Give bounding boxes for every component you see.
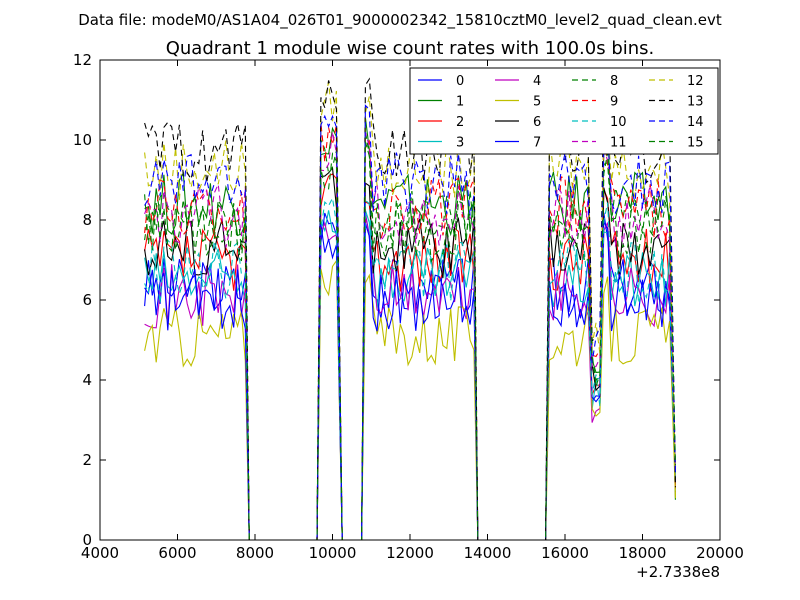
chart-suptitle: Data file: modeM0/AS1A04_026T01_90000023… [78,11,722,30]
legend-label-9: 9 [610,95,618,110]
series-line-4 [144,214,676,540]
legend-label-14: 14 [687,115,704,130]
y-tick-label: 10 [73,131,92,149]
legend-label-2: 2 [456,115,464,130]
series-line-15 [144,141,676,540]
x-tick-label: 10000 [309,544,357,562]
legend-box [409,67,719,155]
x-tick-label: 4000 [81,544,119,562]
legend-label-8: 8 [610,74,618,89]
legend-label-4: 4 [533,74,541,89]
y-tick-label: 8 [82,211,92,229]
legend-label-5: 5 [533,95,541,110]
y-tick-label: 2 [82,451,92,469]
y-tick-label: 0 [82,531,92,549]
axis-ticks: 4000 6000 8000 10000 12000 14000 16000 18000 200… [73,51,744,562]
legend-label-3: 3 [456,136,464,151]
series-line-5 [144,259,676,540]
x-tick-label: 14000 [464,544,512,562]
legend-label-7: 7 [533,136,541,151]
y-tick-label: 6 [82,291,92,309]
y-tick-label: 12 [73,51,92,69]
series-line-14 [144,104,676,540]
legend-label-0: 0 [456,74,464,89]
chart-title: Quadrant 1 module wise count rates with … [166,38,655,59]
legend-label-15: 15 [687,136,704,151]
series-line-7 [144,220,676,540]
legend-label-13: 13 [687,95,704,110]
x-tick-label: 12000 [386,544,434,562]
x-tick-label: 6000 [158,544,196,562]
x-offset-label: +2.7338e8 [636,563,720,581]
legend-label-12: 12 [687,74,704,89]
legend-label-6: 6 [533,115,541,130]
x-tick-label: 20000 [696,544,744,562]
x-tick-label: 8000 [236,544,274,562]
x-tick-label: 16000 [541,544,589,562]
legend-label-11: 11 [610,136,627,151]
legend-label-1: 1 [456,95,464,110]
y-tick-label: 4 [82,371,92,389]
series-line-11 [144,131,676,540]
legend-label-10: 10 [610,115,627,130]
x-tick-label: 18000 [619,544,667,562]
